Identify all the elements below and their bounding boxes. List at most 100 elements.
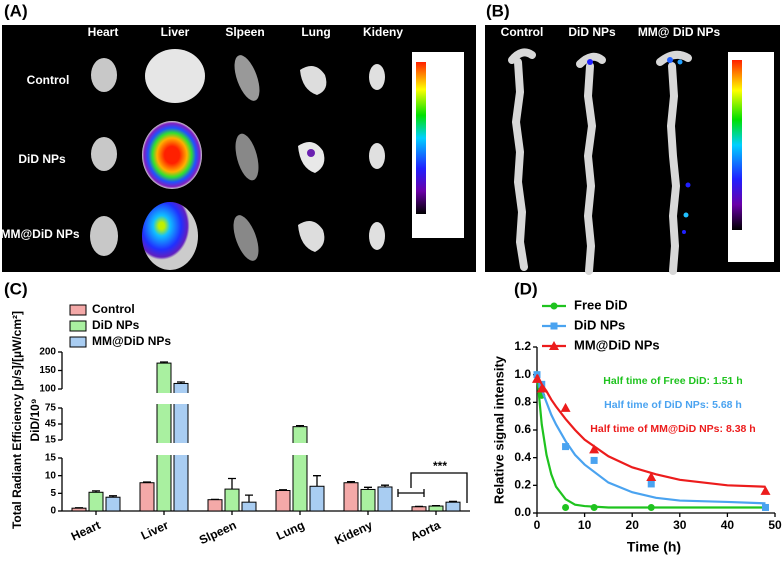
x-tick-label: 50 bbox=[768, 518, 782, 532]
legend-label: MM@DiD NPs bbox=[92, 334, 171, 348]
error-bar bbox=[364, 486, 372, 490]
bar bbox=[139, 482, 155, 512]
y-tick-label: 15 bbox=[45, 435, 57, 446]
y-tick-label: 0 bbox=[50, 506, 56, 517]
group-label: MM@DiD NPs bbox=[0, 227, 79, 241]
marker bbox=[550, 302, 558, 310]
x-tick-label: Slpeen bbox=[197, 518, 239, 547]
axis-break bbox=[59, 393, 470, 404]
group-label: MM@ DiD NPs bbox=[638, 25, 721, 39]
fit-line bbox=[535, 374, 766, 505]
y-tick-label: 200 bbox=[39, 347, 56, 358]
error-bar bbox=[92, 490, 100, 493]
legend-label: MM@DiD NPs bbox=[574, 337, 660, 352]
marker bbox=[550, 322, 558, 330]
error-bar bbox=[143, 481, 151, 483]
organ-image bbox=[2, 25, 476, 272]
x-tick-label: Lung bbox=[274, 518, 306, 543]
marker bbox=[760, 485, 771, 495]
y-tick-label: 0.0 bbox=[514, 505, 531, 519]
y-tick-label: 150 bbox=[39, 365, 56, 376]
marker bbox=[647, 480, 655, 488]
axis-break bbox=[59, 443, 470, 455]
error-bar bbox=[245, 494, 253, 503]
error-bar bbox=[449, 500, 457, 503]
marker bbox=[647, 503, 655, 511]
annotation: Half time of MM@DiD NPs: 8.38 h bbox=[590, 423, 755, 435]
significance-bracket bbox=[397, 472, 468, 503]
bar bbox=[377, 486, 393, 512]
error-bar bbox=[228, 477, 236, 490]
marker bbox=[646, 472, 657, 482]
legend-label: DiD NPs bbox=[574, 317, 625, 332]
bar bbox=[411, 506, 427, 512]
group-label: DiD NPs bbox=[18, 152, 66, 166]
y-tick-label: 0.4 bbox=[514, 450, 531, 464]
y-tick-label: 100 bbox=[39, 384, 56, 395]
x-tick-label: Aorta bbox=[408, 518, 443, 544]
legend-label: DiD NPs bbox=[92, 318, 140, 332]
bar bbox=[105, 496, 121, 512]
x-tick-label: Heart bbox=[69, 518, 103, 544]
error-bar bbox=[279, 489, 287, 491]
bar bbox=[207, 499, 223, 512]
y-tick-label: 45 bbox=[45, 419, 57, 430]
x-tick-label: Kideny bbox=[332, 518, 374, 548]
fit-line bbox=[536, 374, 766, 488]
marker bbox=[560, 402, 571, 412]
group-label: DiD NPs bbox=[568, 25, 616, 39]
organ-label: Slpeen bbox=[225, 25, 264, 39]
y-tick-label: 1.2 bbox=[514, 339, 531, 353]
error-bar bbox=[381, 484, 389, 487]
bar bbox=[445, 501, 461, 512]
y-tick-label: 5 bbox=[50, 488, 56, 499]
y-tick-label: 0.6 bbox=[514, 422, 531, 436]
significance-label: *** bbox=[433, 459, 447, 473]
bar bbox=[343, 482, 359, 512]
x-tick-label: 30 bbox=[673, 518, 687, 532]
error-bar bbox=[109, 495, 117, 498]
y-axis-label: DiD/10⁹ bbox=[28, 398, 42, 441]
y-tick-label: 0.2 bbox=[514, 478, 531, 492]
marker bbox=[590, 503, 598, 511]
x-tick-label: 40 bbox=[721, 518, 735, 532]
y-tick-label: 10 bbox=[45, 470, 57, 481]
x-tick-label: 0 bbox=[534, 518, 541, 532]
bar bbox=[241, 501, 257, 512]
bar bbox=[428, 505, 444, 512]
legend-swatch bbox=[69, 304, 87, 316]
y-tick-label: 0.8 bbox=[514, 395, 531, 409]
bar bbox=[88, 491, 104, 512]
annotation: Half time of Free DiD: 1.51 h bbox=[603, 375, 742, 387]
marker bbox=[761, 503, 769, 511]
x-tick-label: 10 bbox=[578, 518, 592, 532]
marker bbox=[562, 503, 570, 511]
error-bar bbox=[313, 475, 321, 487]
panel-label: (D) bbox=[514, 279, 538, 298]
bar bbox=[309, 485, 325, 512]
organ-label: Kideny bbox=[363, 25, 403, 39]
organ-label: Lung bbox=[301, 25, 330, 39]
error-bar bbox=[296, 424, 304, 427]
x-tick-label: 20 bbox=[626, 518, 640, 532]
error-bar bbox=[160, 361, 168, 364]
y-axis-label: Relative signal intensity bbox=[491, 355, 506, 504]
bar bbox=[292, 426, 308, 512]
fit-line bbox=[535, 374, 766, 509]
marker bbox=[589, 444, 600, 454]
panel-label: (B) bbox=[486, 1, 510, 20]
annotation: Half time of DiD NPs: 5.68 h bbox=[604, 399, 742, 411]
marker bbox=[562, 443, 570, 451]
panel-label: (A) bbox=[4, 1, 28, 20]
y-axis-label: Total Radiant Efficiency [p/s]/[µW/cm²] bbox=[10, 311, 24, 529]
bar bbox=[224, 488, 240, 512]
legend-swatch bbox=[69, 336, 87, 348]
bar bbox=[275, 490, 291, 512]
marker bbox=[536, 383, 547, 393]
marker bbox=[532, 373, 542, 383]
aorta-image bbox=[485, 25, 780, 275]
legend-label: Free DiD bbox=[574, 297, 627, 312]
bar bbox=[360, 488, 376, 512]
organ-label: Liver bbox=[161, 25, 190, 39]
